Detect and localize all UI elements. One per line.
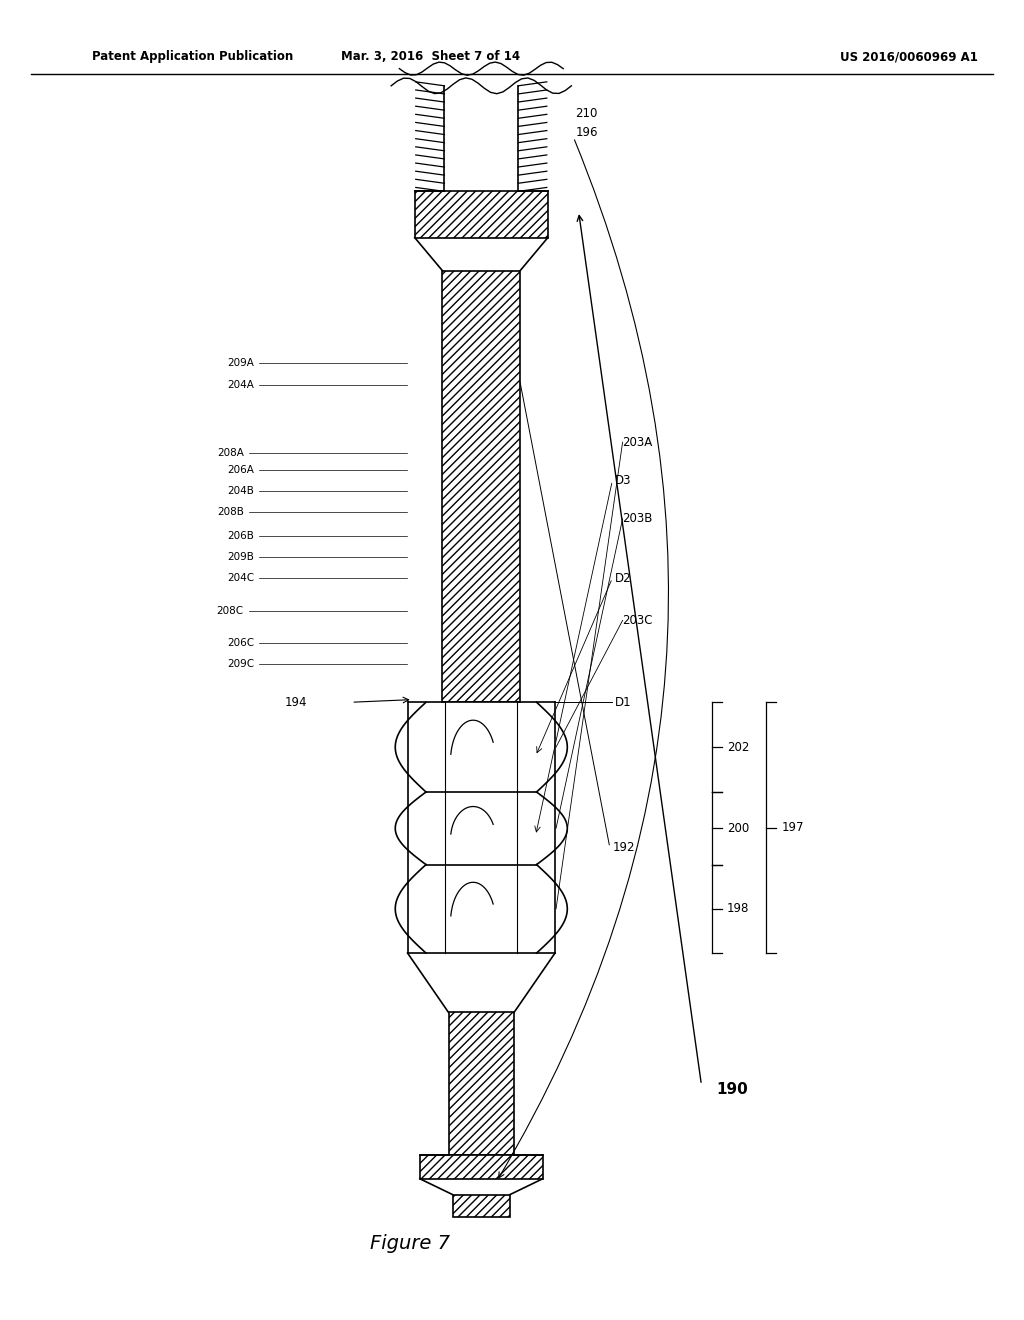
Text: US 2016/0060969 A1: US 2016/0060969 A1: [840, 50, 978, 63]
Text: 204C: 204C: [227, 573, 254, 583]
Text: 203A: 203A: [623, 436, 653, 449]
Text: 204B: 204B: [227, 486, 254, 496]
Polygon shape: [415, 238, 442, 271]
Text: 194: 194: [285, 696, 307, 709]
Text: D3: D3: [614, 474, 631, 487]
Text: 209A: 209A: [227, 358, 254, 368]
Polygon shape: [415, 191, 548, 238]
Text: 208C: 208C: [217, 606, 244, 616]
Text: 208B: 208B: [217, 507, 244, 517]
Text: 203C: 203C: [623, 614, 653, 627]
Text: 197: 197: [781, 821, 804, 834]
Polygon shape: [449, 1012, 514, 1155]
Text: 206A: 206A: [227, 465, 254, 475]
Text: Mar. 3, 2016  Sheet 7 of 14: Mar. 3, 2016 Sheet 7 of 14: [341, 50, 519, 63]
Text: 208A: 208A: [217, 447, 244, 458]
Text: 204A: 204A: [227, 380, 254, 391]
Text: 209C: 209C: [227, 659, 254, 669]
Polygon shape: [408, 702, 426, 953]
Text: D1: D1: [614, 696, 631, 709]
Polygon shape: [520, 238, 548, 271]
Text: 210: 210: [575, 107, 598, 120]
Text: 202: 202: [727, 741, 750, 754]
Polygon shape: [537, 702, 555, 953]
Text: Figure 7: Figure 7: [370, 1234, 450, 1253]
Polygon shape: [514, 953, 555, 1012]
Text: Patent Application Publication: Patent Application Publication: [92, 50, 294, 63]
Text: 206C: 206C: [227, 638, 254, 648]
Text: 206B: 206B: [227, 531, 254, 541]
Polygon shape: [420, 1155, 543, 1179]
Text: D2: D2: [614, 572, 631, 585]
Text: 209B: 209B: [227, 552, 254, 562]
Text: 192: 192: [612, 841, 635, 854]
Text: 198: 198: [727, 903, 750, 915]
Polygon shape: [408, 953, 449, 1012]
Text: 190: 190: [717, 1081, 749, 1097]
Text: 200: 200: [727, 822, 750, 834]
Text: 196: 196: [575, 125, 598, 139]
Text: 203B: 203B: [623, 512, 653, 525]
Polygon shape: [453, 1195, 510, 1217]
Polygon shape: [444, 86, 518, 191]
Polygon shape: [442, 271, 520, 702]
Polygon shape: [445, 702, 517, 953]
